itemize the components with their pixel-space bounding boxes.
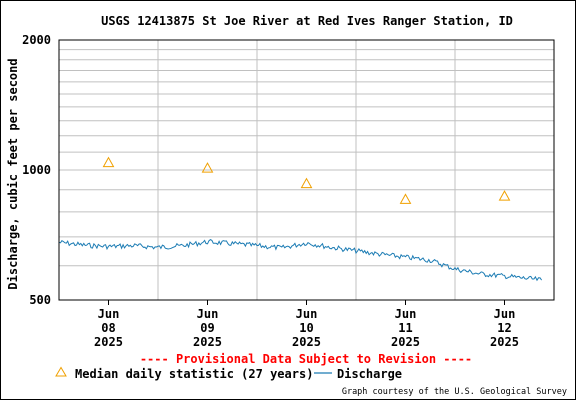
- discharge-line: [58, 239, 543, 282]
- legend: Median daily statistic (27 years) Discha…: [55, 366, 402, 381]
- y-axis-ticks: 2000 1000 500: [22, 33, 51, 307]
- legend-discharge-label: Discharge: [337, 367, 402, 381]
- x-tick-label: Jun 09 2025: [193, 307, 222, 349]
- median-point: [498, 190, 511, 201]
- chart-title: USGS 12413875 St Joe River at Red Ives R…: [101, 14, 513, 28]
- y-tick-label: 500: [29, 293, 51, 307]
- median-point: [201, 162, 214, 173]
- x-tick-label: Jun 08 2025: [94, 307, 123, 349]
- x-tick-label: Jun 10 2025: [292, 307, 321, 349]
- median-point: [102, 156, 115, 168]
- median-series: [102, 156, 511, 204]
- median-point: [399, 193, 412, 204]
- x-tick-label: Jun 12 2025: [490, 307, 519, 349]
- x-tick-label: Jun 11 2025: [391, 307, 420, 349]
- discharge-series: [58, 239, 543, 282]
- x-axis-ticks: Jun 08 2025 Jun 09 2025 Jun 10 2025 Jun 11 2025 Jun 1…: [94, 300, 519, 349]
- usgs-credit: Graph courtesy of the U.S. Geological Su…: [342, 387, 567, 397]
- y-tick-label: 1000: [22, 163, 51, 177]
- provisional-notice: ---- Provisional Data Subject to Revisio…: [140, 352, 472, 366]
- y-tick-label: 2000: [22, 33, 51, 47]
- legend-median-label: Median daily statistic (27 years): [75, 367, 313, 381]
- median-point: [300, 177, 313, 189]
- y-axis-label: Discharge, cubic feet per second: [6, 58, 20, 289]
- grid-lines: [59, 40, 554, 300]
- legend-median-marker: [55, 366, 67, 377]
